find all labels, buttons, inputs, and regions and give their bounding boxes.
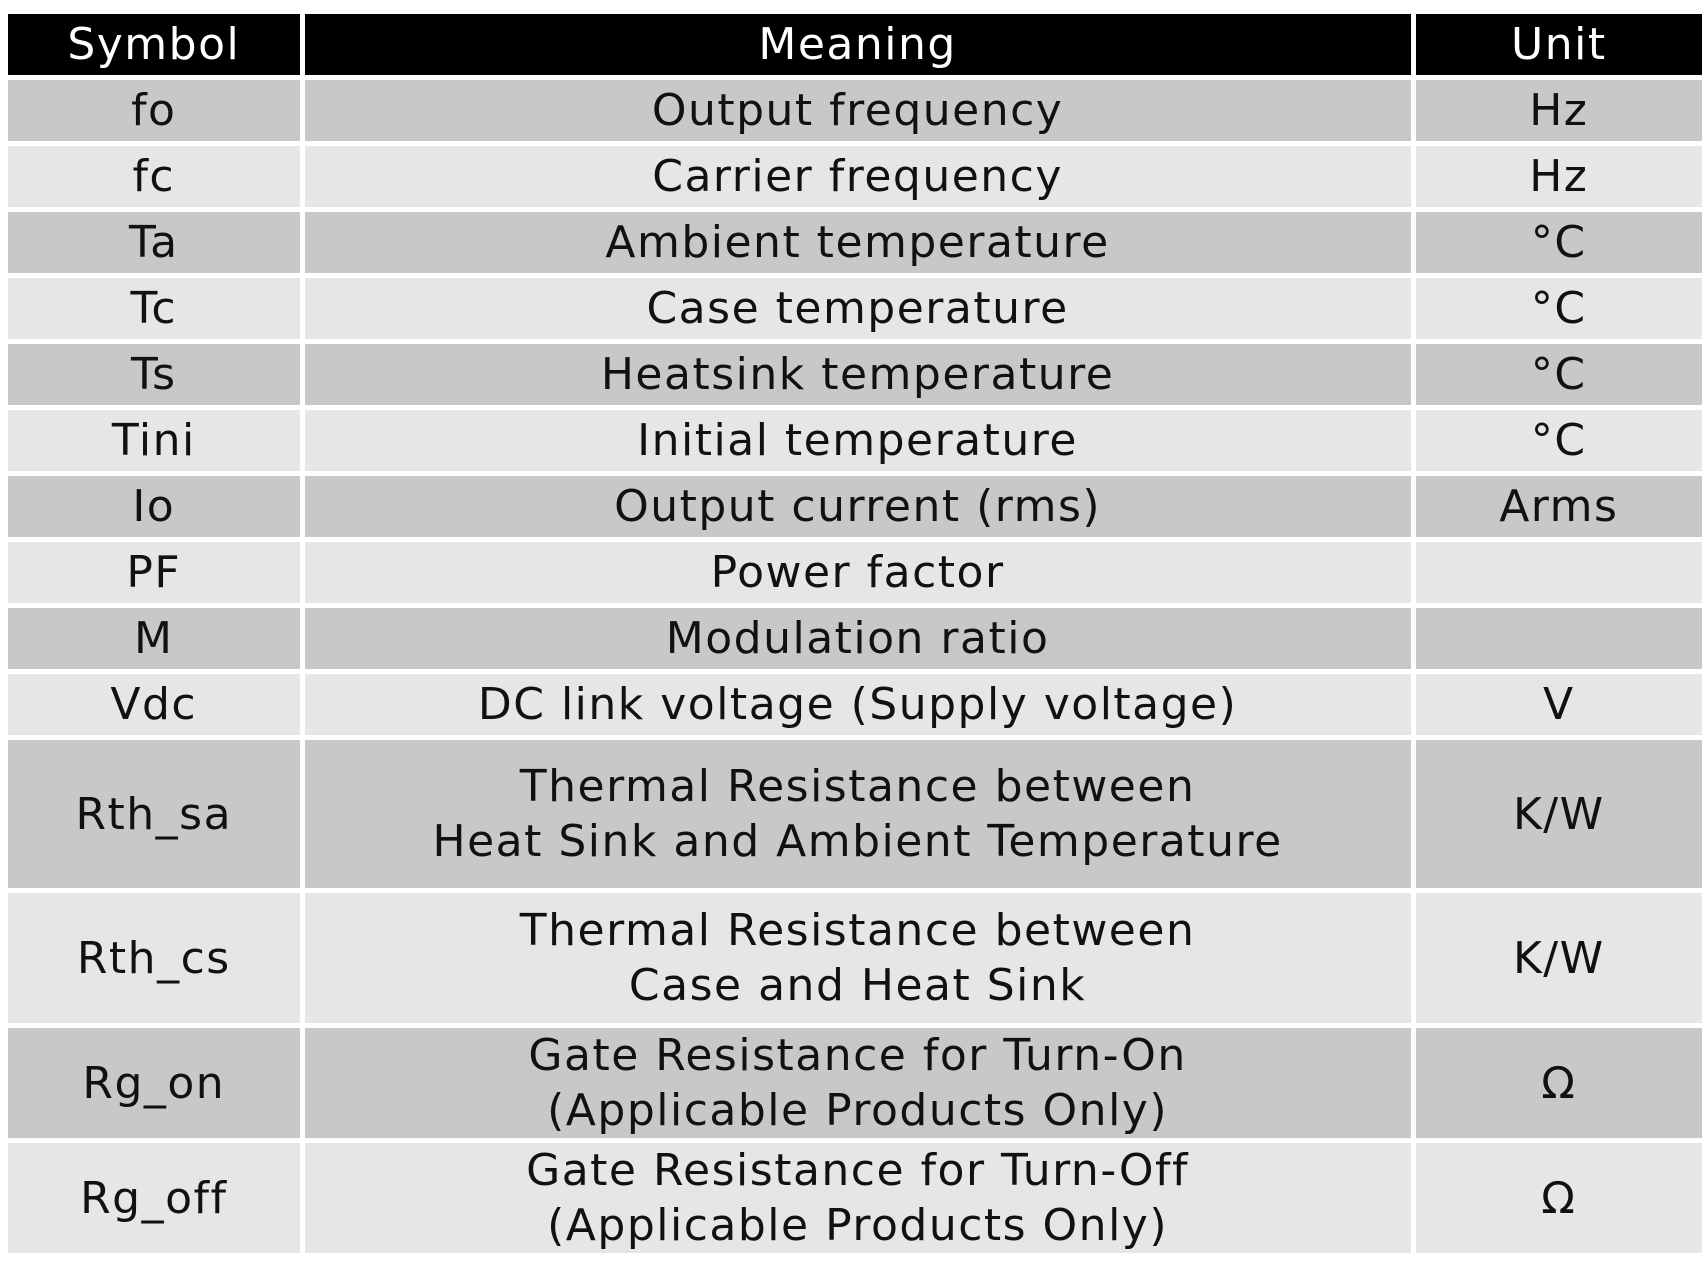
header-row: Symbol Meaning Unit xyxy=(3,9,1707,80)
meaning-line: Case and Heat Sink xyxy=(628,960,1087,1011)
meaning-cell: Output frequency xyxy=(299,75,1416,146)
table-row: Rg_off Gate Resistance for Turn-Off (App… xyxy=(3,1138,1707,1258)
meaning-line: (Applicable Products Only) xyxy=(547,1200,1169,1251)
meaning-line: Gate Resistance for Turn-Off xyxy=(526,1145,1190,1196)
table-row: Ta Ambient temperature °C xyxy=(3,207,1707,278)
table-row: Vdc DC link voltage (Supply voltage) V xyxy=(3,669,1707,740)
meaning-cell: Power factor xyxy=(299,537,1416,608)
header-symbol: Symbol xyxy=(3,9,305,80)
symbol-cell: fo xyxy=(3,75,305,146)
meaning-cell: DC link voltage (Supply voltage) xyxy=(299,669,1416,740)
symbol-cell: fc xyxy=(3,141,305,212)
meaning-line: Thermal Resistance between xyxy=(519,905,1196,956)
meaning-line: Output frequency xyxy=(651,85,1064,136)
unit-cell: °C xyxy=(1410,273,1707,344)
meaning-cell: Gate Resistance for Turn-On (Applicable … xyxy=(299,1023,1416,1143)
meaning-line: Ambient temperature xyxy=(605,217,1110,268)
symbol-cell: M xyxy=(3,603,305,674)
meaning-cell: Carrier frequency xyxy=(299,141,1416,212)
meaning-line: DC link voltage (Supply voltage) xyxy=(477,679,1238,730)
unit-cell: °C xyxy=(1410,405,1707,476)
symbol-cell: Ts xyxy=(3,339,305,410)
unit-cell: K/W xyxy=(1410,888,1707,1028)
meaning-line: Case temperature xyxy=(646,283,1069,334)
meaning-line: Thermal Resistance between xyxy=(519,761,1196,812)
meaning-cell: Output current (rms) xyxy=(299,471,1416,542)
meaning-line: Power factor xyxy=(710,547,1005,598)
meaning-line: Output current (rms) xyxy=(614,481,1102,532)
header-unit: Unit xyxy=(1410,9,1707,80)
unit-cell: Hz xyxy=(1410,75,1707,146)
unit-cell: Hz xyxy=(1410,141,1707,212)
unit-cell: V xyxy=(1410,669,1707,740)
table-container: Symbol Meaning Unit fo Output frequency … xyxy=(3,9,1707,1258)
symbol-cell: Rth_cs xyxy=(3,888,305,1028)
table-row: PF Power factor xyxy=(3,537,1707,608)
meaning-cell: Heatsink temperature xyxy=(299,339,1416,410)
meaning-cell: Case temperature xyxy=(299,273,1416,344)
meaning-cell: Thermal Resistance between Heat Sink and… xyxy=(299,735,1416,893)
unit-cell: Ω xyxy=(1410,1023,1707,1143)
symbol-cell: Rg_off xyxy=(3,1138,305,1258)
header-meaning: Meaning xyxy=(299,9,1416,80)
table-row: fc Carrier frequency Hz xyxy=(3,141,1707,212)
unit-cell: Arms xyxy=(1410,471,1707,542)
unit-cell: °C xyxy=(1410,207,1707,278)
symbol-cell: Rg_on xyxy=(3,1023,305,1143)
table-row: Ts Heatsink temperature °C xyxy=(3,339,1707,410)
meaning-line: Initial temperature xyxy=(637,415,1078,466)
table-row: Rth_sa Thermal Resistance between Heat S… xyxy=(3,735,1707,893)
meaning-line: Modulation ratio xyxy=(665,613,1050,664)
meaning-cell: Thermal Resistance between Case and Heat… xyxy=(299,888,1416,1028)
unit-cell: K/W xyxy=(1410,735,1707,893)
table-row: Rth_cs Thermal Resistance between Case a… xyxy=(3,888,1707,1028)
symbol-cell: Tini xyxy=(3,405,305,476)
symbol-cell: Tc xyxy=(3,273,305,344)
symbol-cell: Io xyxy=(3,471,305,542)
meaning-line: Heatsink temperature xyxy=(600,349,1115,400)
symbol-cell: Rth_sa xyxy=(3,735,305,893)
symbol-cell: Ta xyxy=(3,207,305,278)
meaning-line: (Applicable Products Only) xyxy=(547,1085,1169,1136)
unit-cell: °C xyxy=(1410,339,1707,410)
meaning-cell: Ambient temperature xyxy=(299,207,1416,278)
meaning-cell: Modulation ratio xyxy=(299,603,1416,674)
symbol-table: Symbol Meaning Unit fo Output frequency … xyxy=(3,9,1707,1258)
table-row: Io Output current (rms) Arms xyxy=(3,471,1707,542)
table-row: Tc Case temperature °C xyxy=(3,273,1707,344)
meaning-line: Gate Resistance for Turn-On xyxy=(528,1030,1187,1081)
meaning-cell: Initial temperature xyxy=(299,405,1416,476)
meaning-line: Heat Sink and Ambient Temperature xyxy=(432,816,1283,867)
unit-cell xyxy=(1410,603,1707,674)
symbol-cell: Vdc xyxy=(3,669,305,740)
meaning-cell: Gate Resistance for Turn-Off (Applicable… xyxy=(299,1138,1416,1258)
unit-cell: Ω xyxy=(1410,1138,1707,1258)
symbol-cell: PF xyxy=(3,537,305,608)
meaning-line: Carrier frequency xyxy=(652,151,1063,202)
table-row: Tini Initial temperature °C xyxy=(3,405,1707,476)
unit-cell xyxy=(1410,537,1707,608)
table-row: fo Output frequency Hz xyxy=(3,75,1707,146)
table-row: M Modulation ratio xyxy=(3,603,1707,674)
table-row: Rg_on Gate Resistance for Turn-On (Appli… xyxy=(3,1023,1707,1143)
